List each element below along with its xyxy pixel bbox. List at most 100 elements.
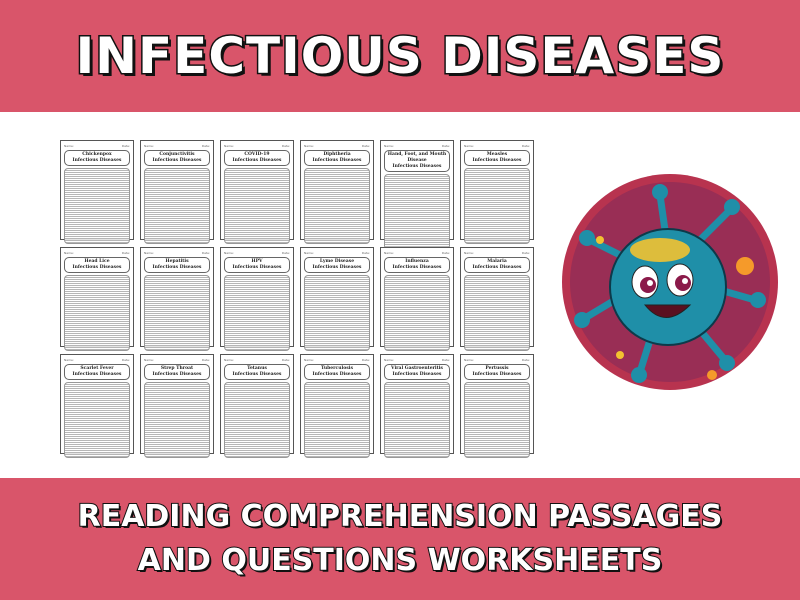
date-label: Date: (361, 251, 370, 255)
worksheet-title: Malaria (487, 259, 507, 264)
date-label: Date: (121, 358, 130, 362)
date-label: Date: (361, 144, 370, 148)
worksheet-header: Measles Infectious Diseases (464, 150, 530, 166)
worksheet-subtitle: Infectious Diseases (472, 372, 522, 377)
worksheet-title: Influenza (405, 259, 429, 264)
worksheet-title: Scarlet Fever (80, 366, 114, 371)
passage-text (64, 168, 130, 244)
worksheet-title: Pertussis (485, 366, 509, 371)
worksheet-header: Scarlet Fever Infectious Diseases (64, 364, 130, 380)
name-label: Name: (464, 144, 474, 148)
worksheet-thumbnail: Name: Date: Tetanus Infectious Diseases (220, 354, 294, 458)
passage-text (464, 275, 530, 351)
date-label: Date: (281, 144, 290, 148)
worksheet-header: Pertussis Infectious Diseases (464, 364, 530, 380)
passage-text (304, 382, 370, 458)
name-label: Name: (304, 144, 314, 148)
worksheet-thumbnail: Name: Date: Conjunctivitis Infectious Dise… (140, 140, 214, 244)
worksheet-subtitle: Infectious Diseases (232, 158, 282, 163)
date-label: Date: (521, 358, 530, 362)
footer-band: READING COMPREHENSION PASSAGES AND QUEST… (0, 478, 800, 600)
virus-spikes (581, 191, 759, 376)
date-label: Date: (201, 251, 210, 255)
name-label: Name: (144, 144, 154, 148)
worksheet-subtitle: Infectious Diseases (392, 372, 442, 377)
date-label: Date: (441, 358, 450, 362)
worksheet-thumbnail: Name: Date: Viral Gastroenteritis Infectio… (380, 354, 454, 458)
passage-text (304, 168, 370, 244)
worksheet-thumbnail: Name: Date: Malaria Infectious Diseases (460, 247, 534, 351)
worksheet-title: Lyme Disease (319, 259, 355, 264)
worksheet-title: Hand, Foot, and Mouth Disease (387, 152, 447, 163)
worksheet-header: Hepatitis Infectious Diseases (144, 257, 210, 273)
name-label: Name: (464, 251, 474, 255)
worksheet-thumbnail: Name: Date: Measles Infectious Diseases (460, 140, 534, 244)
date-label: Date: (521, 144, 530, 148)
date-label: Date: (201, 358, 210, 362)
worksheet-title: Viral Gastroenteritis (391, 366, 443, 371)
worksheet-subtitle: Infectious Diseases (152, 265, 202, 270)
worksheet-subtitle: Infectious Diseases (72, 265, 122, 270)
worksheet-title: Tuberculosis (320, 366, 354, 371)
worksheet-subtitle: Infectious Diseases (232, 372, 282, 377)
worksheet-subtitle: Infectious Diseases (152, 372, 202, 377)
name-label: Name: (384, 358, 394, 362)
subtitle-line-1: READING COMPREHENSION PASSAGES (77, 498, 724, 535)
worksheet-header: Tetanus Infectious Diseases (224, 364, 290, 380)
name-label: Name: (224, 144, 234, 148)
passage-text (464, 168, 530, 244)
worksheet-title: COVID-19 (244, 152, 270, 157)
passage-text (64, 382, 130, 458)
worksheet-thumbnail: Name: Date: Head Lice Infectious Diseases (60, 247, 134, 351)
passage-text (464, 382, 530, 458)
worksheet-thumbnail: Name: Date: Pertussis Infectious Diseases (460, 354, 534, 458)
subtitle-line-2: AND QUESTIONS WORKSHEETS (137, 542, 664, 579)
name-label: Name: (224, 251, 234, 255)
worksheet-thumbnail: Name: Date: Strep Throat Infectious Diseas… (140, 354, 214, 458)
worksheet-thumbnail: Name: Date: Hand, Foot, and Mouth Disease… (380, 140, 454, 250)
passage-text (144, 382, 210, 458)
name-label: Name: (304, 251, 314, 255)
worksheet-header: Malaria Infectious Diseases (464, 257, 530, 273)
worksheet-header: Lyme Disease Infectious Diseases (304, 257, 370, 273)
worksheet-thumbnail: Name: Date: Scarlet Fever Infectious Disea… (60, 354, 134, 458)
worksheet-title: Measles (486, 152, 508, 157)
name-label: Name: (304, 358, 314, 362)
passage-text (384, 382, 450, 458)
passage-text (304, 275, 370, 351)
name-label: Name: (384, 251, 394, 255)
worksheet-subtitle: Infectious Diseases (312, 372, 362, 377)
worksheet-thumbnail: Name: Date: Lyme Disease Infectious Diseas… (300, 247, 374, 351)
page-title: INFECTIOUS DISEASES (74, 26, 725, 87)
worksheet-subtitle: Infectious Diseases (72, 372, 122, 377)
worksheet-title: Strep Throat (160, 366, 194, 371)
worksheet-subtitle: Infectious Diseases (472, 158, 522, 163)
worksheet-subtitle: Infectious Diseases (72, 158, 122, 163)
worksheet-thumbnail: Name: Date: Hepatitis Infectious Diseases (140, 247, 214, 351)
worksheet-subtitle: Infectious Diseases (152, 158, 202, 163)
date-label: Date: (121, 144, 130, 148)
worksheet-header: Viral Gastroenteritis Infectious Diseases (384, 364, 450, 380)
worksheet-title: HPV (251, 259, 263, 264)
worksheet-subtitle: Infectious Diseases (232, 265, 282, 270)
passage-text (224, 382, 290, 458)
worksheet-title: Conjunctivitis (159, 152, 195, 157)
virus-mouth (643, 304, 692, 318)
worksheet-title: Diphtheria (323, 152, 351, 157)
worksheet-header: HPV Infectious Diseases (224, 257, 290, 273)
worksheet-thumbnail: Name: Date: Tuberculosis Infectious Diseas… (300, 354, 374, 458)
header-band: INFECTIOUS DISEASES (0, 0, 800, 112)
worksheet-subtitle: Infectious Diseases (392, 164, 442, 169)
worksheet-thumbnail: Name: Date: COVID-19 Infectious Diseases (220, 140, 294, 244)
name-label: Name: (464, 358, 474, 362)
worksheet-header: Strep Throat Infectious Diseases (144, 364, 210, 380)
name-label: Name: (144, 251, 154, 255)
worksheet-header: Diphtheria Infectious Diseases (304, 150, 370, 166)
passage-text (144, 168, 210, 244)
name-label: Name: (64, 251, 74, 255)
worksheet-thumbnail: Name: Date: Influenza Infectious Diseases (380, 247, 454, 351)
passage-text (224, 168, 290, 244)
date-label: Date: (361, 358, 370, 362)
passage-text (64, 275, 130, 351)
date-label: Date: (281, 251, 290, 255)
